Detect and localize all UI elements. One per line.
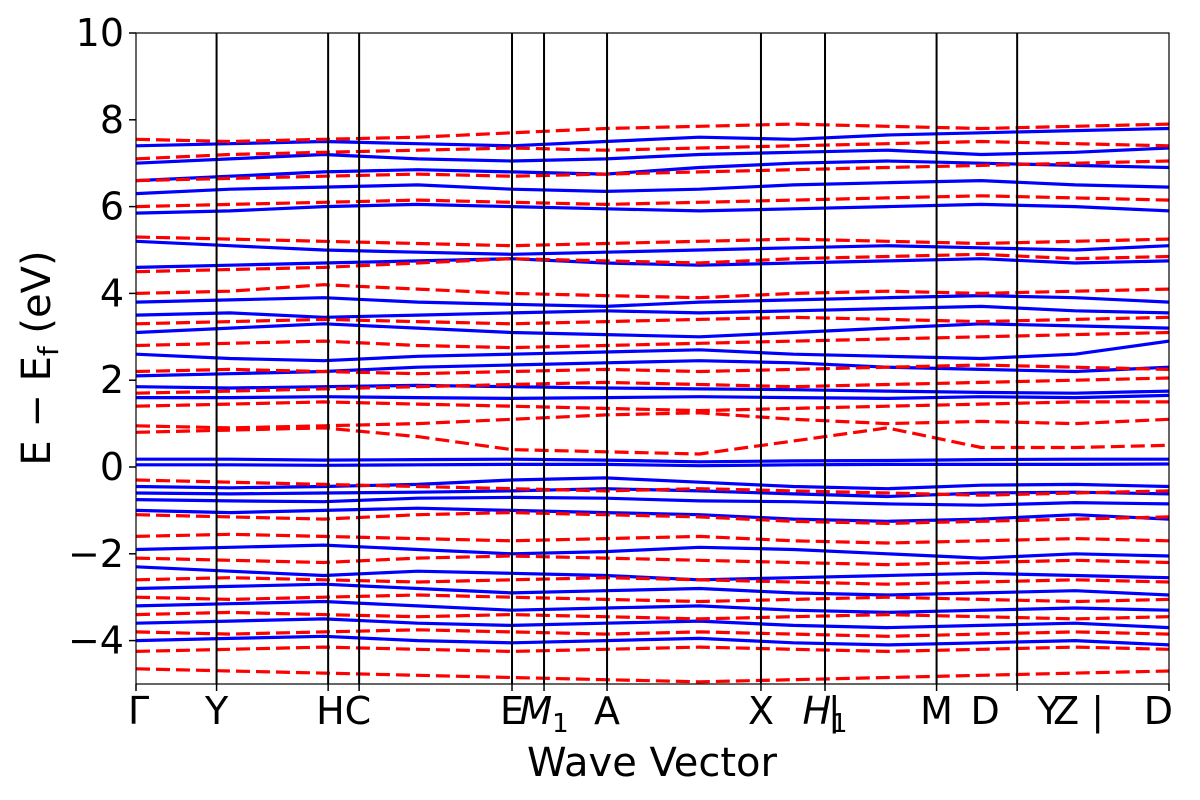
bands-layer — [136, 122, 1169, 684]
y-tick-label-1: −2 — [68, 532, 124, 576]
plot-frame — [135, 32, 1170, 685]
x-tick-label-3: E — [500, 689, 524, 733]
solid-band-line-7 — [136, 383, 1169, 395]
dashed-band-line-2 — [136, 400, 1169, 413]
solid-band-line-12 — [136, 294, 1169, 308]
y-axis-title: E − Ef (eV) — [14, 250, 65, 465]
y-axis: −4 −2 0 2 4 6 8 10 — [68, 11, 136, 663]
x-axis: Γ Y HC EM1 A X H1| M D Z |Y D — [128, 684, 1173, 739]
dashed-band-line-16 — [136, 532, 1169, 545]
solid-band-line-16 — [136, 179, 1169, 196]
y-axis-title-main: E − E — [14, 356, 60, 466]
solid-band-line-25 — [136, 634, 1169, 647]
solid-band-line-1 — [136, 462, 1169, 468]
dashed-band-line-10 — [136, 194, 1169, 209]
solid-band-line-17 — [136, 159, 1169, 183]
solid-band-line-6 — [136, 393, 1169, 400]
y-tick-label-5: 6 — [100, 185, 124, 229]
dashed-band-line-23 — [136, 667, 1169, 684]
solid-band-line-15 — [136, 202, 1169, 215]
y-axis-title-sub: f — [32, 345, 65, 356]
solid-band-line-5 — [136, 506, 1169, 523]
solid-band-line-0 — [136, 457, 1169, 464]
dashed-band-line-21 — [136, 628, 1169, 638]
solid-band-line-20 — [136, 543, 1169, 560]
y-tick-label-3: 2 — [100, 358, 124, 402]
dashed-band-line-8 — [136, 252, 1169, 274]
x-tick-label-0: Γ — [128, 689, 149, 733]
x-tick-label-9: M — [920, 689, 953, 733]
dashed-band-line-11 — [136, 159, 1169, 183]
solid-band-line-8 — [136, 359, 1169, 378]
dashed-band-line-14 — [136, 478, 1169, 497]
x-tick-label-7: H1 — [802, 689, 847, 739]
x-tick-label-10: D — [971, 689, 1000, 733]
x-tick-label-6: X — [748, 689, 774, 733]
solid-band-line-18 — [136, 146, 1169, 165]
y-tick-label-6: 8 — [100, 98, 124, 142]
dashed-band-line-5 — [136, 330, 1169, 350]
solid-band-line-23 — [136, 599, 1169, 614]
dashed-band-line-1 — [136, 411, 1169, 430]
dashed-band-line-13 — [136, 122, 1169, 144]
solid-band-line-21 — [136, 565, 1169, 582]
x-tick-label-5: A — [594, 689, 620, 733]
x-axis-title: Wave Vector — [527, 740, 778, 786]
x-tick-label-8: | — [828, 689, 841, 734]
solid-band-line-2 — [136, 476, 1169, 491]
y-tick-label-4: 4 — [100, 271, 124, 315]
dashed-band-line-12 — [136, 139, 1169, 161]
dashed-band-line-3 — [136, 376, 1169, 395]
solid-band-line-19 — [136, 126, 1169, 148]
dashed-band-line-22 — [136, 645, 1169, 653]
dashed-band-line-18 — [136, 576, 1169, 586]
x-tick-label-12: Y — [1036, 689, 1061, 733]
x-tick-label-11: Z | — [1053, 689, 1104, 734]
solid-band-line-24 — [136, 617, 1169, 630]
y-axis-title-unit: (eV) — [14, 250, 60, 346]
x-tick-label-13: D — [1144, 689, 1173, 733]
y-tick-label-0: −4 — [68, 619, 124, 663]
kpoint-dividers — [215, 33, 1019, 684]
solid-band-line-4 — [136, 495, 1169, 507]
solid-band-line-14 — [136, 239, 1169, 256]
x-tick-label-2: HC — [316, 689, 371, 733]
y-tick-label-7: 10 — [76, 11, 124, 55]
dashed-band-line-17 — [136, 554, 1169, 567]
dashed-band-line-4 — [136, 363, 1169, 376]
dashed-band-line-7 — [136, 283, 1169, 300]
dashed-band-line-0 — [136, 426, 1169, 456]
y-tick-label-2: 0 — [100, 445, 124, 489]
dashed-band-line-9 — [136, 235, 1169, 248]
solid-band-line-22 — [136, 582, 1169, 597]
x-tick-label-4: M1 — [519, 689, 568, 739]
solid-band-line-9 — [136, 339, 1169, 363]
dashed-band-line-15 — [136, 511, 1169, 525]
dashed-band-line-20 — [136, 610, 1169, 621]
solid-band-line-11 — [136, 304, 1169, 319]
solid-band-line-13 — [136, 257, 1169, 269]
solid-band-line-3 — [136, 487, 1169, 499]
dashed-band-line-6 — [136, 315, 1169, 326]
solid-band-line-10 — [136, 322, 1169, 339]
dashed-band-line-19 — [136, 593, 1169, 604]
x-tick-label-1: Y — [204, 689, 229, 733]
